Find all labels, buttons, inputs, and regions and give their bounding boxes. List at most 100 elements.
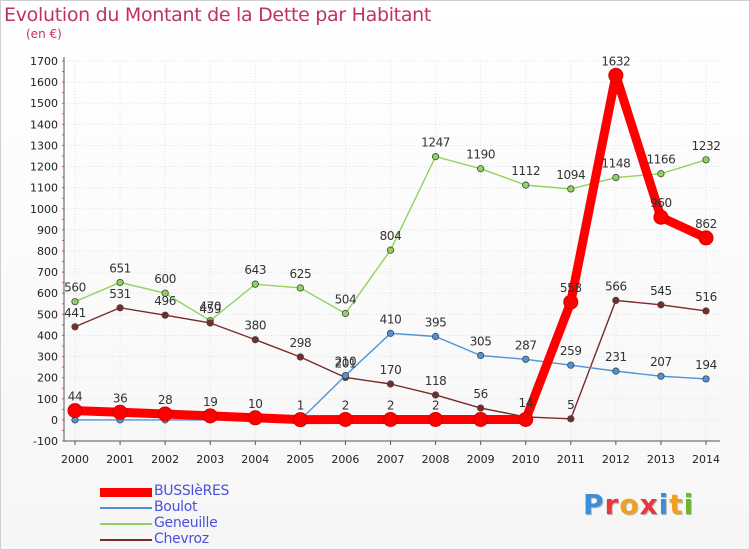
- data-point: [251, 336, 259, 344]
- y-tick-label: 1000: [30, 203, 58, 216]
- data-label: 1112: [511, 164, 540, 178]
- x-tick-label: 2014: [692, 453, 720, 466]
- data-point: [428, 411, 444, 427]
- data-label: 960: [650, 196, 672, 210]
- data-point: [112, 404, 128, 420]
- data-label: 504: [335, 292, 357, 306]
- legend-swatch-geneuille: [100, 523, 152, 525]
- series-group: [67, 67, 714, 428]
- logo-letter: t: [669, 488, 684, 521]
- data-label: 2: [432, 398, 439, 412]
- y-tick-label: 600: [37, 287, 58, 300]
- data-point: [567, 361, 575, 369]
- data-label: 5: [567, 398, 574, 412]
- data-label: 19: [203, 395, 217, 409]
- legend-swatch-chevroz: [100, 539, 152, 541]
- chart-unit-label: (en €): [26, 27, 62, 41]
- legend-label-bussieres: BUSSIèRES: [154, 483, 230, 499]
- logo-letter: i: [658, 488, 670, 521]
- data-label: 1148: [601, 157, 630, 171]
- logo-letter: o: [619, 488, 640, 521]
- data-point: [608, 67, 624, 83]
- data-point: [251, 280, 259, 288]
- y-tick-label: 100: [37, 393, 58, 406]
- y-tick-label: 400: [37, 329, 58, 342]
- x-tick-label: 2007: [377, 453, 405, 466]
- data-label: 560: [64, 281, 86, 295]
- data-label: 2: [387, 398, 394, 412]
- data-label: 459: [199, 302, 221, 316]
- data-label: 2: [342, 398, 349, 412]
- data-label: 28: [158, 393, 172, 407]
- x-tick-label: 2005: [286, 453, 314, 466]
- data-point: [341, 309, 350, 318]
- x-tick-label: 2009: [467, 453, 495, 466]
- data-point: [653, 209, 669, 225]
- data-point: [473, 411, 489, 427]
- data-label: 804: [380, 229, 402, 243]
- data-point: [657, 301, 665, 309]
- x-tick-label: 2006: [331, 453, 359, 466]
- data-point: [337, 411, 353, 427]
- data-point: [292, 412, 308, 428]
- data-point: [116, 304, 124, 312]
- data-label: 545: [650, 284, 672, 298]
- data-point: [612, 296, 620, 304]
- data-point: [386, 380, 395, 388]
- logo-letter: i: [683, 488, 695, 521]
- data-point: [202, 408, 218, 424]
- chart-title: Evolution du Montant de la Dette par Hab…: [4, 4, 432, 26]
- data-point: [567, 415, 575, 423]
- data-label: 201: [335, 356, 357, 370]
- y-tick-label: 200: [37, 372, 58, 385]
- data-point: [161, 311, 169, 319]
- data-label: 1166: [646, 153, 675, 167]
- data-point: [71, 323, 79, 331]
- legend-item-chevroz: Chevroz: [100, 531, 300, 548]
- data-label: 410: [380, 312, 402, 326]
- data-point: [431, 332, 440, 341]
- x-tick-label: 2001: [106, 453, 134, 466]
- data-label: 651: [109, 261, 131, 275]
- data-label: 496: [154, 294, 176, 308]
- data-label: 380: [244, 319, 266, 333]
- data-label: 531: [109, 287, 131, 301]
- x-tick-label: 2013: [647, 453, 675, 466]
- data-label: 231: [605, 350, 627, 364]
- data-point: [296, 353, 304, 361]
- data-label: 1190: [466, 148, 495, 162]
- data-label: 194: [695, 358, 717, 372]
- data-label: 566: [605, 279, 627, 293]
- y-tick-label: 1400: [30, 118, 58, 131]
- legend-item-geneuille: Geneuille: [100, 515, 300, 532]
- data-labels: 560 651 600 470 643 625 504 804 1247 1190 1112 1094…: [64, 54, 721, 412]
- data-point: [116, 278, 124, 287]
- data-point: [522, 181, 530, 189]
- data-label: 207: [650, 355, 672, 369]
- legend-swatch-boulot: [100, 507, 152, 509]
- data-point: [477, 404, 485, 412]
- data-label: 287: [515, 338, 537, 352]
- y-tick-label: 1600: [30, 76, 58, 89]
- logo-letter: r: [604, 488, 620, 521]
- data-label: 36: [113, 391, 127, 405]
- y-tick-label: 0: [51, 414, 58, 427]
- data-label: 1232: [692, 139, 721, 153]
- data-label: 305: [470, 335, 492, 349]
- legend: BUSSIèRES Boulot Geneuille Chevroz: [100, 483, 300, 548]
- data-point: [247, 410, 263, 426]
- data-point: [157, 406, 173, 422]
- x-tick-label: 2003: [196, 453, 224, 466]
- legend-item-boulot: Boulot: [100, 499, 300, 516]
- proxiti-logo: Proxiti: [583, 488, 694, 521]
- x-tick-label: 2010: [512, 453, 540, 466]
- data-label: 1247: [421, 136, 450, 150]
- x-tick-label: 2002: [151, 453, 179, 466]
- data-label: 516: [695, 290, 717, 304]
- data-point: [702, 156, 710, 164]
- data-point: [383, 411, 398, 427]
- y-tick-label: 300: [37, 351, 58, 364]
- data-point: [563, 294, 579, 310]
- data-point: [431, 153, 440, 161]
